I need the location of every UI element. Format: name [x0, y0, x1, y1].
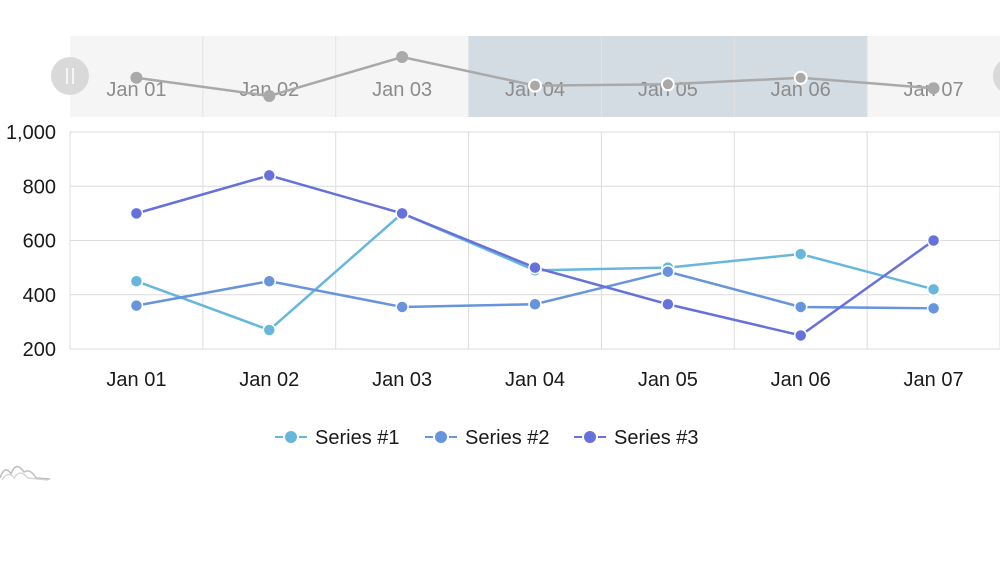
series-lines — [135, 174, 935, 337]
series-3-point[interactable] — [262, 168, 277, 183]
x-tick-label: Jan 04 — [505, 369, 565, 391]
series-1-point[interactable] — [926, 282, 941, 297]
series-1-point[interactable] — [793, 247, 808, 261]
legend-marker-dot — [435, 431, 447, 443]
grip-circle[interactable] — [51, 57, 89, 95]
series-2-point[interactable] — [528, 297, 542, 311]
scrollbar-end-grip-icon[interactable] — [993, 57, 1000, 95]
y-axis: 1,000 800 600 400 200 — [6, 122, 56, 361]
series-2-point[interactable] — [129, 298, 144, 313]
series-2-point[interactable] — [926, 301, 941, 316]
series-3-line — [136, 174, 935, 337]
x-tick-label: Jan 02 — [239, 369, 299, 391]
series-2-point[interactable] — [661, 264, 675, 279]
grid-lines — [69, 131, 1000, 350]
navigator-point — [660, 77, 675, 92]
x-tick-label: Jan 07 — [904, 369, 964, 391]
series-2-point[interactable] — [793, 300, 808, 314]
legend[interactable]: Series #1 Series #2 Series #3 — [275, 427, 699, 449]
y-tick-label: 800 — [23, 176, 56, 198]
series-2-point[interactable] — [395, 300, 409, 314]
navigator-point — [927, 82, 940, 95]
navigator-label: Jan 01 — [106, 79, 166, 101]
scrollbar-navigator[interactable]: Jan 01 Jan 02 Jan 03 Jan 04 Jan 05 Jan 06 Jan … — [51, 36, 1000, 117]
series-points[interactable] — [129, 168, 941, 343]
grip-circle[interactable] — [993, 57, 1000, 95]
x-axis: Jan 01 Jan 02 Jan 03 Jan 04 Jan 05 Jan 06 Jan … — [106, 369, 963, 391]
legend-item-series-2[interactable]: Series #2 — [425, 427, 550, 449]
x-tick-label: Jan 03 — [372, 369, 432, 391]
legend-item-series-3[interactable]: Series #3 — [574, 427, 699, 449]
navigator-label: Jan 03 — [372, 79, 432, 101]
chart-logo-icon — [0, 465, 51, 481]
x-tick-label: Jan 05 — [638, 369, 698, 391]
y-tick-label: 400 — [23, 285, 56, 307]
legend-label: Series #1 — [315, 427, 400, 449]
series-1-point[interactable] — [129, 274, 144, 288]
navigator-point — [396, 51, 409, 63]
series-1-point[interactable] — [262, 323, 277, 337]
series-3-point[interactable] — [661, 297, 675, 311]
legend-label: Series #2 — [465, 427, 550, 449]
legend-item-series-1[interactable]: Series #1 — [275, 427, 400, 449]
series-3-point[interactable] — [793, 328, 808, 343]
legend-label: Series #3 — [614, 427, 699, 449]
y-tick-label: 600 — [23, 231, 56, 253]
series-3-point[interactable] — [129, 206, 144, 221]
navigator-point — [130, 71, 143, 84]
series-3-point[interactable] — [926, 233, 941, 248]
navigator-point — [793, 70, 808, 85]
navigator-point — [263, 90, 276, 102]
navigator-point — [528, 78, 542, 93]
series-2-point[interactable] — [262, 274, 277, 288]
series-3-point[interactable] — [395, 206, 409, 221]
y-tick-label: 200 — [23, 339, 56, 361]
legend-marker-dot — [584, 431, 596, 443]
y-tick-label: 1,000 — [6, 122, 56, 144]
x-tick-label: Jan 06 — [771, 369, 831, 391]
x-tick-label: Jan 01 — [106, 369, 166, 391]
navigator-label: Jan 06 — [771, 79, 831, 101]
scrollbar-start-grip-icon[interactable] — [51, 57, 89, 95]
series-3-point[interactable] — [528, 260, 542, 275]
legend-marker-dot — [285, 431, 297, 443]
